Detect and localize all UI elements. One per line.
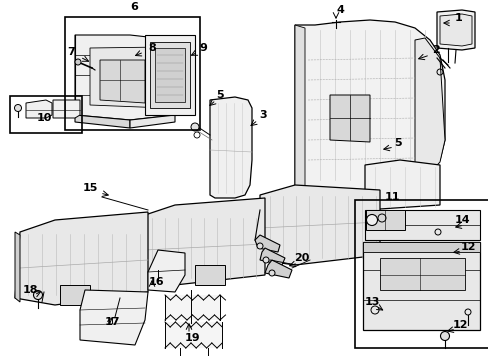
Polygon shape [260, 248, 285, 265]
Polygon shape [195, 265, 224, 285]
Text: 11: 11 [384, 192, 399, 202]
Polygon shape [148, 250, 184, 292]
Polygon shape [294, 20, 444, 200]
Text: 20: 20 [294, 253, 309, 263]
Polygon shape [264, 260, 291, 278]
Polygon shape [294, 25, 305, 192]
Circle shape [440, 332, 448, 341]
Text: 7: 7 [67, 47, 75, 57]
Polygon shape [150, 42, 190, 108]
Text: 16: 16 [148, 277, 163, 287]
Polygon shape [260, 185, 379, 265]
Polygon shape [365, 210, 404, 230]
Text: 19: 19 [185, 333, 201, 343]
Polygon shape [80, 290, 148, 345]
Polygon shape [364, 160, 439, 210]
Polygon shape [209, 97, 251, 198]
Text: 5: 5 [393, 138, 401, 148]
Text: 18: 18 [22, 285, 38, 295]
Polygon shape [75, 115, 130, 128]
Text: 5: 5 [216, 90, 224, 100]
Polygon shape [439, 14, 471, 46]
Circle shape [263, 257, 268, 263]
Polygon shape [15, 212, 148, 305]
Circle shape [257, 243, 263, 249]
Circle shape [75, 59, 81, 65]
Text: 15: 15 [82, 183, 98, 193]
Text: 3: 3 [259, 110, 266, 120]
Text: 8: 8 [148, 43, 156, 53]
Polygon shape [155, 48, 184, 102]
Text: 13: 13 [364, 297, 379, 307]
Polygon shape [362, 242, 479, 252]
Polygon shape [414, 38, 444, 185]
Polygon shape [254, 235, 280, 252]
Text: 2: 2 [431, 45, 439, 55]
Polygon shape [364, 210, 479, 240]
Text: 12: 12 [459, 242, 475, 252]
Circle shape [34, 291, 42, 300]
Text: 6: 6 [130, 2, 138, 12]
Circle shape [191, 123, 199, 131]
Polygon shape [15, 232, 20, 302]
Text: 10: 10 [36, 113, 52, 123]
Polygon shape [379, 258, 464, 290]
Polygon shape [140, 198, 264, 285]
Text: 14: 14 [454, 215, 470, 225]
Text: 17: 17 [104, 317, 120, 327]
Circle shape [366, 215, 377, 225]
Polygon shape [436, 10, 474, 50]
Text: 9: 9 [199, 43, 206, 53]
Text: 1: 1 [454, 13, 462, 23]
Text: 12: 12 [451, 320, 467, 330]
Text: 4: 4 [335, 5, 343, 15]
Polygon shape [26, 100, 52, 118]
Circle shape [268, 270, 274, 276]
Polygon shape [100, 60, 145, 103]
Bar [65, 17, 200, 130]
Polygon shape [164, 295, 220, 320]
Bar [10, 96, 82, 133]
Polygon shape [329, 95, 369, 142]
Polygon shape [145, 35, 195, 115]
Polygon shape [75, 35, 175, 120]
Bar [354, 200, 488, 348]
Circle shape [15, 104, 21, 112]
Polygon shape [60, 285, 90, 305]
Polygon shape [53, 100, 80, 118]
Polygon shape [362, 242, 479, 330]
Polygon shape [164, 322, 222, 348]
Polygon shape [90, 47, 164, 108]
Polygon shape [130, 115, 175, 128]
